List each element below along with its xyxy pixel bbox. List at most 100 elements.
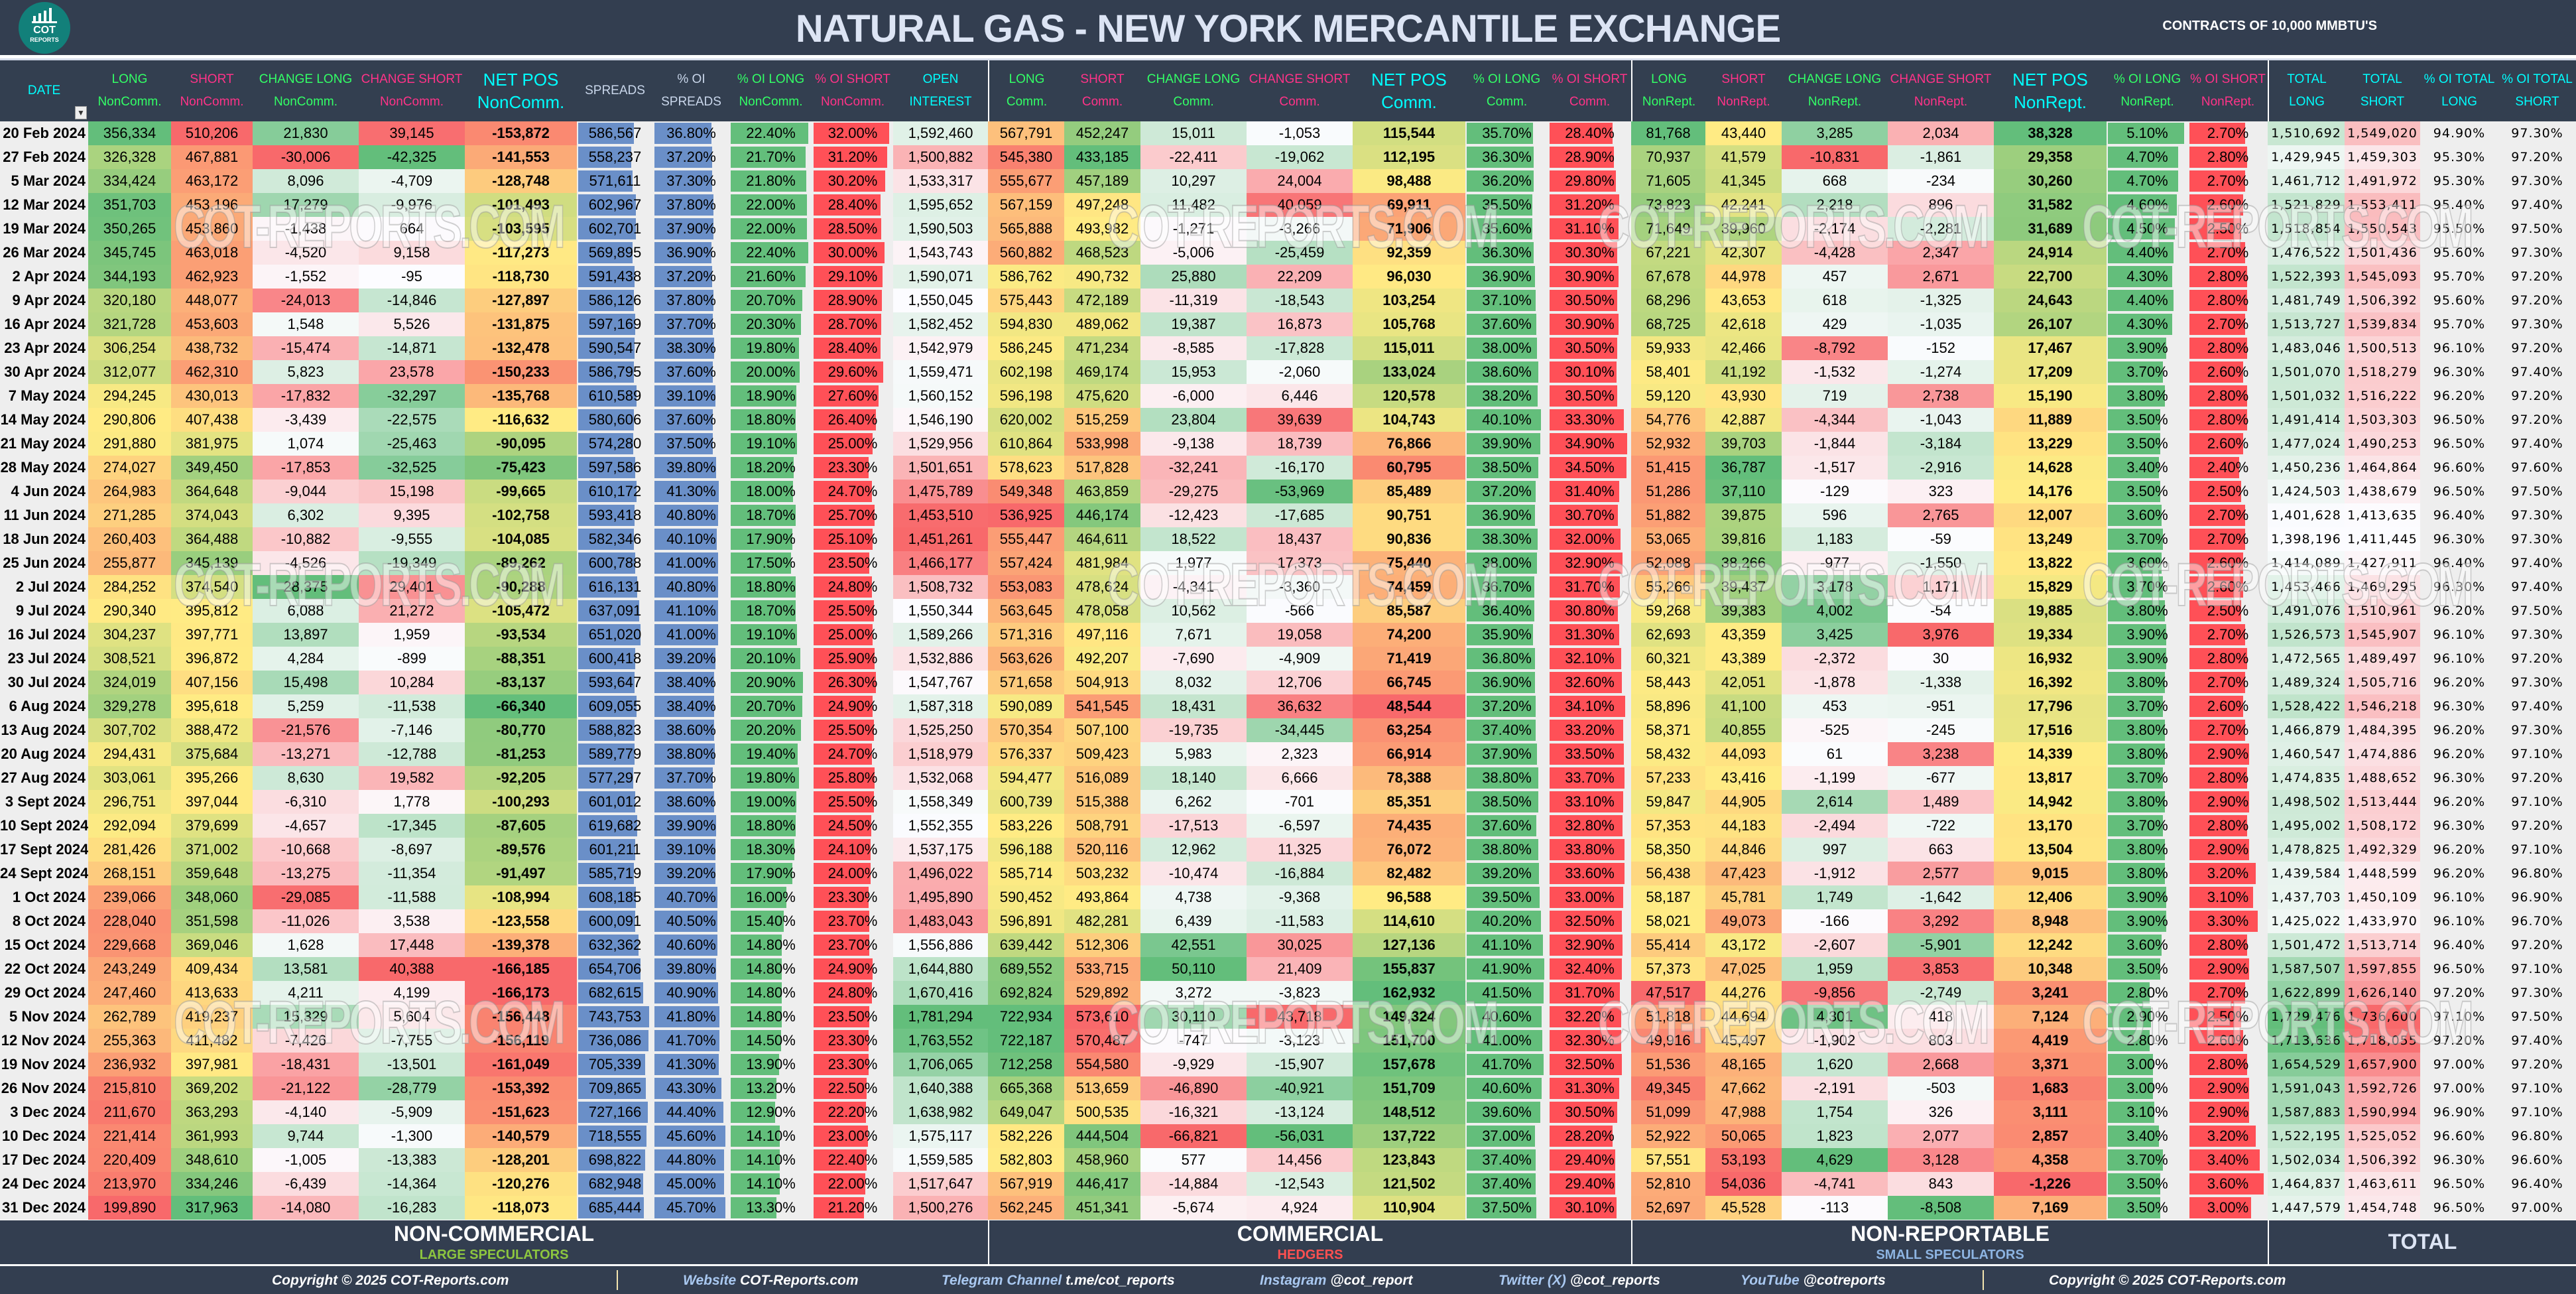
cell-value: 97.20% — [2511, 293, 2563, 308]
cell-total-long: 1,501,032 — [2268, 384, 2345, 408]
header-short-noncomm[interactable]: SHORT NonComm. — [171, 60, 253, 121]
cell-change-long-noncomm: 13,581 — [253, 957, 359, 981]
header-net-pos-noncomm[interactable]: NET POS NonComm. — [465, 60, 577, 121]
header-change-long-comm[interactable]: CHANGE LONG Comm. — [1140, 60, 1247, 121]
cell-value: 25.80% — [828, 769, 878, 786]
cell-short-nonrept: 50,065 — [1705, 1124, 1782, 1148]
header-total-long[interactable]: TOTAL LONG — [2268, 60, 2345, 121]
cell-change-short-comm: -3,360 — [1247, 575, 1353, 599]
cell-value: 304,237 — [103, 626, 156, 643]
header-long-noncomm[interactable]: LONG NonComm. — [88, 60, 171, 121]
cell-value: 475,620 — [1075, 387, 1129, 404]
cell-change-short-comm: -11,583 — [1247, 909, 1353, 933]
data-bar — [1550, 982, 1620, 1003]
cell-change-short-comm: -25,459 — [1247, 241, 1353, 265]
cell-oi-short-nonrept: 2.60% — [2188, 1029, 2268, 1053]
cell-value: 41.70% — [666, 1032, 716, 1049]
cell-value: 41.80% — [666, 1008, 716, 1025]
header-date[interactable]: DATE ▼ — [0, 60, 88, 121]
cell-value: 85,489 — [1386, 483, 1432, 499]
header-open-interest[interactable]: OPEN INTEREST — [893, 60, 988, 121]
footer-instagram-link[interactable]: Instagram @cot_report — [1260, 1273, 1413, 1289]
cell-value: 1,533,317 — [908, 172, 973, 189]
header-change-short-nonrept[interactable]: CHANGE SHORT NonRept. — [1888, 60, 1994, 121]
cell-value: 1,532,886 — [908, 650, 973, 667]
cell-value: 18.80% — [746, 817, 796, 834]
cell-oi-short-nonrept: 2.90% — [2188, 790, 2268, 814]
header-net-pos-comm[interactable]: NET POS Comm. — [1353, 60, 1465, 121]
cell-short-nonrept: 41,345 — [1705, 169, 1782, 193]
cell-value: 1,736,600 — [2347, 1009, 2418, 1024]
cell-value: 351,598 — [185, 913, 239, 929]
cell-value: 23 Jul 2024 — [7, 650, 86, 667]
header-spreads[interactable]: SPREADS — [577, 60, 653, 121]
cell-value: -18,543 — [1274, 292, 1325, 308]
cell-value: 97.10% — [2511, 747, 2563, 761]
footer-website-link[interactable]: Website COT-Reports.com — [683, 1273, 859, 1289]
data-bar — [814, 314, 881, 335]
cell-value: 59,120 — [1646, 387, 1691, 404]
cell-value: 512,306 — [1075, 937, 1129, 953]
cell-oi-short-comm: 31.40% — [1548, 480, 1631, 503]
cell-oi-short-nonrept: 2.50% — [2188, 480, 2268, 503]
cell-value: 555,447 — [999, 531, 1053, 547]
cell-value: 28.90% — [1565, 149, 1615, 165]
cell-value: 44,093 — [1721, 745, 1766, 762]
cell-total-short: 1,491,972 — [2345, 169, 2420, 193]
header-net-pos-nonrept[interactable]: NET POS NonRept. — [1994, 60, 2107, 121]
data-bar — [731, 1173, 780, 1195]
header-oi-long-nonrept[interactable]: % OI LONG NonRept. — [2107, 60, 2188, 121]
cell-value: 28.40% — [828, 196, 878, 213]
header-oi-total-short[interactable]: % OI TOTAL SHORT — [2498, 60, 2576, 121]
cell-value: 37.60% — [666, 363, 716, 380]
footer-telegram-link[interactable]: Telegram Channel t.me/cot_reports — [942, 1273, 1175, 1289]
cell-value: 4,419 — [2032, 1032, 2069, 1049]
data-bar — [2189, 1006, 2241, 1027]
cell-value: 103,254 — [1382, 292, 1436, 308]
cell-oi-long-nonrept: 3.80% — [2107, 671, 2188, 694]
cell-oi-total-short: 96.70% — [2498, 909, 2576, 933]
cell-date: 27 Aug 2024 — [0, 766, 88, 790]
cell-change-long-nonrept: 3,178 — [1782, 575, 1888, 599]
filter-icon[interactable]: ▼ — [75, 106, 87, 119]
cell-value: 3.70% — [2126, 698, 2168, 714]
cell-net-pos-noncomm: -118,730 — [465, 265, 577, 289]
header-oi-total-long[interactable]: % OI TOTAL LONG — [2420, 60, 2498, 121]
cell-long-comm: 594,477 — [988, 766, 1064, 790]
header-change-long-noncomm[interactable]: CHANGE LONG NonComm. — [253, 60, 359, 121]
cell-value: 15 Oct 2024 — [4, 937, 86, 953]
cell-short-noncomm: 334,246 — [171, 1172, 253, 1196]
header-oi-short-comm[interactable]: % OI SHORT Comm. — [1548, 60, 1631, 121]
header-short-comm[interactable]: SHORT Comm. — [1064, 60, 1140, 121]
header-long-comm[interactable]: LONG Comm. — [988, 60, 1064, 121]
cell-value: 58,371 — [1646, 722, 1691, 738]
cell-value: 18,522 — [1171, 531, 1216, 547]
cell-value: 453,196 — [185, 196, 239, 213]
cell-change-long-nonrept: 1,754 — [1782, 1100, 1888, 1124]
cell-value: 52,697 — [1646, 1199, 1691, 1216]
cell-value: 5,983 — [1175, 745, 1212, 762]
header-oi-long-noncomm[interactable]: % OI LONG NonComm. — [729, 60, 812, 121]
cell-date: 10 Sept 2024 — [0, 814, 88, 838]
header-total-short[interactable]: TOTAL SHORT — [2345, 60, 2420, 121]
cell-value: 32.50% — [1565, 1056, 1615, 1072]
footer-twitter-link[interactable]: Twitter (X) @cot_reports — [1499, 1273, 1660, 1289]
data-bar — [814, 409, 876, 430]
data-bar — [731, 1030, 781, 1051]
header-change-long-nonrept[interactable]: CHANGE LONG NonRept. — [1782, 60, 1888, 121]
header-change-short-noncomm[interactable]: CHANGE SHORT NonComm. — [359, 60, 465, 121]
cell-value: 463,018 — [185, 244, 239, 261]
header-oi-long-comm[interactable]: % OI LONG Comm. — [1465, 60, 1548, 121]
cell-oi-total-long: 96.90% — [2420, 1100, 2498, 1124]
cell-value: 39.90% — [1482, 435, 1532, 452]
header-long-nonrept[interactable]: LONG NonRept. — [1631, 60, 1705, 121]
header-short-nonrept[interactable]: SHORT NonRept. — [1705, 60, 1782, 121]
header-oi-spreads[interactable]: % OI SPREADS — [653, 60, 729, 121]
header-oi-short-nonrept[interactable]: % OI SHORT NonRept. — [2188, 60, 2268, 121]
cell-value: 23.30% — [828, 1032, 878, 1049]
cell-total-long: 1,474,835 — [2268, 766, 2345, 790]
header-change-short-comm[interactable]: CHANGE SHORT Comm. — [1247, 60, 1353, 121]
cell-value: 2.80% — [2207, 769, 2249, 786]
header-oi-short-noncomm[interactable]: % OI SHORT NonComm. — [812, 60, 893, 121]
footer-youtube-link[interactable]: YouTube @cotreports — [1741, 1273, 1886, 1289]
